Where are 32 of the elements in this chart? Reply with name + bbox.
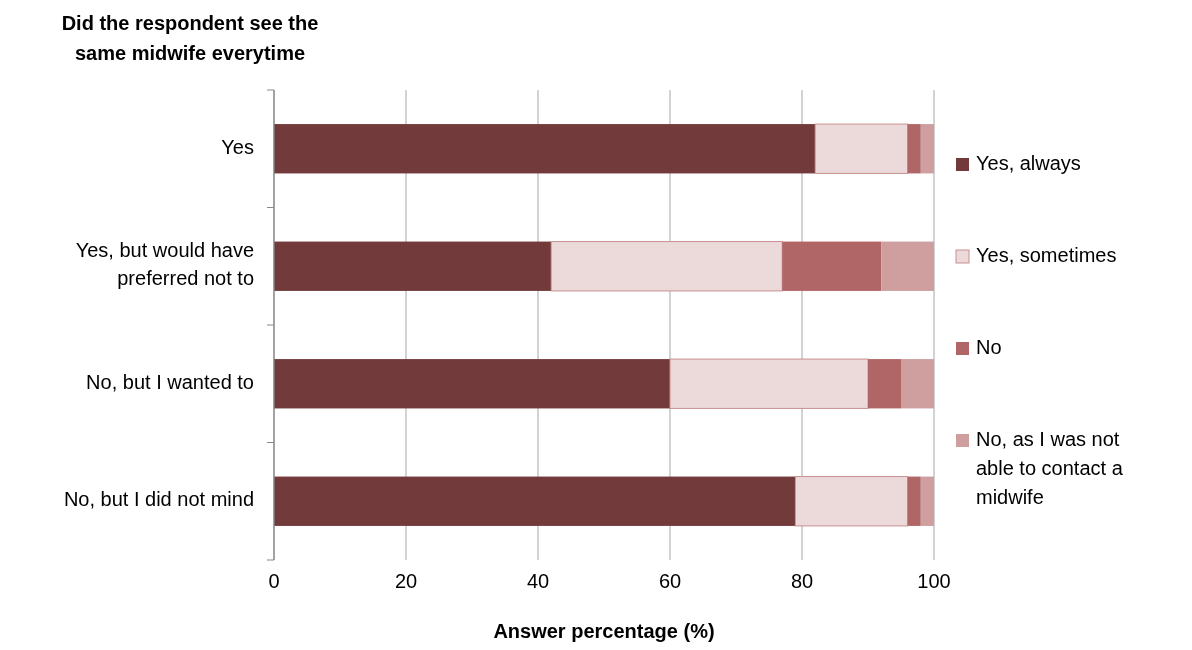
x-tick-label: 40: [526, 570, 550, 592]
legend-label: Yes, always: [976, 152, 1081, 175]
x-tick-label: 100: [917, 570, 951, 592]
bar: [814, 123, 909, 174]
legend-label: No: [976, 336, 1002, 359]
y-tick-label: Yes: [221, 136, 254, 159]
bar: [274, 476, 796, 526]
bar: [901, 359, 934, 409]
bar: [669, 358, 869, 409]
bar: [907, 124, 921, 174]
bar: [794, 476, 909, 527]
x-tick-label: 20: [394, 570, 418, 592]
bar: [550, 241, 783, 292]
bar: [920, 476, 934, 526]
bar: [907, 476, 921, 526]
bar: [274, 124, 816, 174]
legend-label: Yes, sometimes: [976, 244, 1117, 267]
bar: [274, 359, 670, 409]
chart-title: Did the respondent see the same midwife everytime: [61, 12, 319, 64]
legend-label: No, as I was not able to contact a midwife: [976, 428, 1124, 509]
bar: [274, 241, 552, 291]
x-tick-label: 80: [790, 570, 814, 592]
y-tick-label: No, but I wanted to: [86, 371, 254, 394]
bar: [782, 241, 882, 291]
x-axis-title: Answer percentage (%): [493, 620, 715, 642]
x-tick-label: 60: [658, 570, 682, 592]
bar: [868, 359, 901, 409]
y-tick-label: No, but I did not mind: [63, 488, 254, 511]
bar: [881, 241, 934, 291]
bar: [920, 124, 934, 174]
x-tick-label: 0: [268, 570, 280, 592]
y-tick-label: Yes, but would have preferred not to: [75, 239, 254, 290]
